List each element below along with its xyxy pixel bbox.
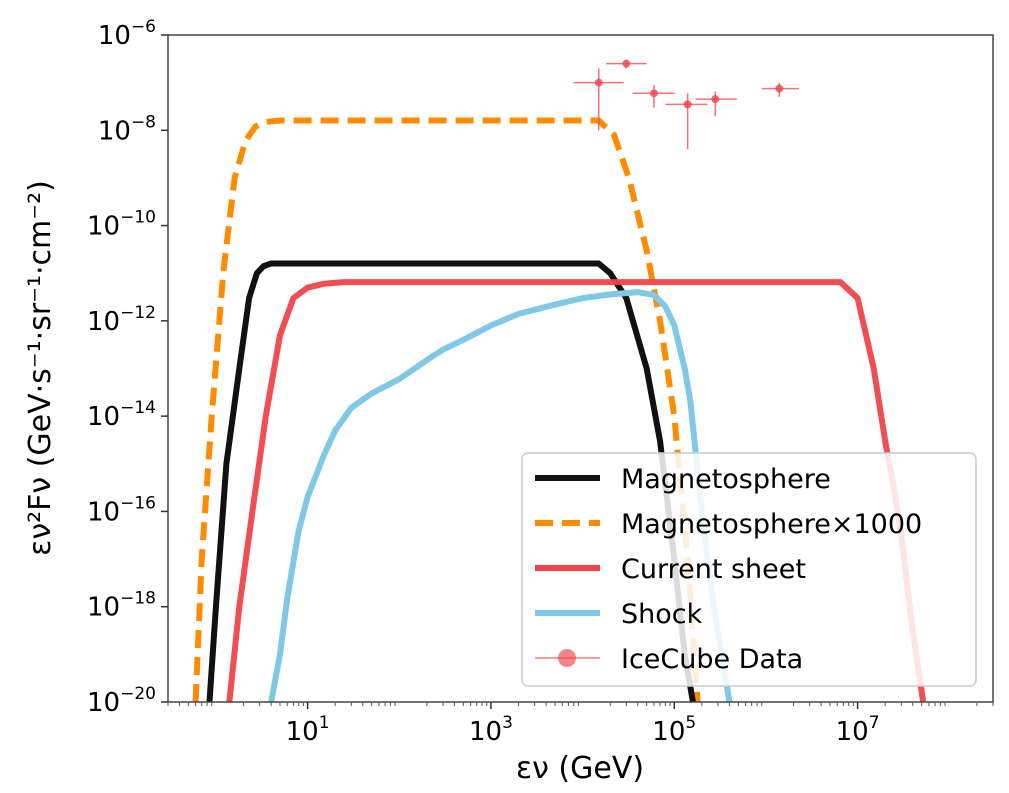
series-line-shock — [268, 289, 733, 702]
x-axis-label: εν (GeV) — [516, 751, 644, 786]
y-tick-label: 10−16 — [87, 493, 156, 527]
icecube-point — [665, 93, 708, 150]
legend-box — [521, 452, 977, 687]
y-tick-label: 10−18 — [87, 589, 156, 623]
icecube-marker — [622, 59, 631, 68]
plot-frame — [167, 34, 994, 703]
icecube-marker — [683, 100, 692, 109]
x-tick-label: 101 — [286, 713, 330, 747]
legend-label-current-sheet: Current sheet — [621, 554, 806, 585]
icecube-point — [695, 91, 737, 116]
legend: Magnetosphere Magnetosphere×1000 Current… — [521, 452, 977, 687]
icecube-point — [632, 84, 675, 108]
icecube-marker — [649, 89, 658, 98]
legend-swatch-icecube-marker — [558, 649, 576, 667]
series-line-magnetosphere — [206, 260, 696, 702]
icecube-point — [605, 59, 647, 69]
y-tick-label: 10−14 — [87, 398, 156, 432]
x-tick-label: 105 — [652, 713, 696, 747]
y-tick-label: 10−12 — [87, 303, 156, 337]
legend-label-icecube-data: IceCube Data — [621, 644, 803, 675]
icecube-point — [761, 82, 800, 97]
legend-label-shock: Shock — [621, 599, 703, 630]
icecube-marker — [775, 84, 784, 93]
icecube-marker — [594, 78, 603, 87]
y-tick-label: 10−8 — [98, 112, 156, 146]
y-tick-label: 10−20 — [87, 684, 156, 718]
y-axis-label: εν²Fν (GeV·s⁻¹·sr⁻¹·cm⁻²) — [23, 180, 58, 556]
icecube-marker — [711, 95, 720, 104]
icecube-point — [573, 68, 624, 131]
y-tick-label: 10−6 — [98, 17, 156, 51]
x-tick-label: 107 — [836, 713, 880, 747]
legend-label-magnetosphere-x1000: Magnetosphere×1000 — [621, 509, 922, 540]
legend-label-magnetosphere: Magnetosphere — [621, 464, 831, 495]
y-tick-label: 10−10 — [87, 208, 156, 242]
axis-ticks: 10−20 10−18 10−16 10−14 10−12 10−10 10−8 10−6 10… — [87, 17, 994, 747]
x-tick-label: 103 — [469, 713, 513, 747]
